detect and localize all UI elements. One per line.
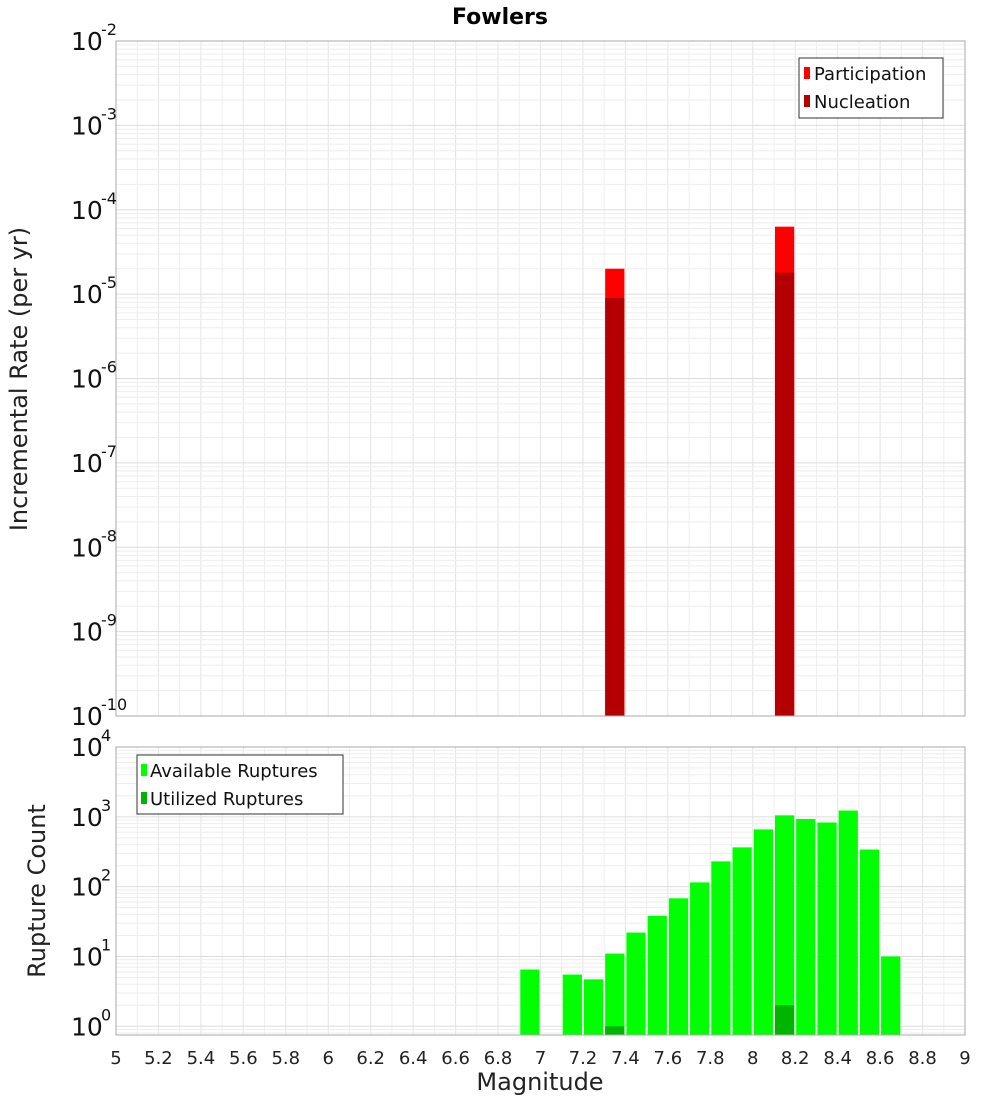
y-tick-label: 10 [71,449,103,478]
bar [690,882,710,1035]
bar [605,953,625,1035]
y-tick-exponent: 4 [101,726,111,745]
x-tick-label: 5.8 [271,1048,300,1069]
y-tick-exponent: -3 [101,104,117,123]
legend-swatch-participation [804,67,810,79]
bar [732,847,752,1035]
top-plot-frame [115,40,966,717]
y-tick-exponent: -8 [101,526,117,545]
bar [605,1026,625,1035]
y-tick-label: 10 [71,533,103,562]
y-tick-exponent: 0 [101,1005,111,1024]
y-tick-label: 10 [71,873,103,902]
bar [668,898,689,1035]
bar [859,849,880,1035]
top-legend-box [798,57,944,119]
x-axis-label: Magnitude [476,1068,603,1096]
bottom-y-axis-label: Rupture Count [23,804,51,978]
bar [583,979,604,1035]
y-tick-exponent: -4 [101,189,117,208]
bar [774,272,795,716]
top-bars [605,226,795,716]
legend-label-utilized: Utilized Ruptures [150,789,303,810]
top-y-axis-label: Incremental Rate (per yr) [5,227,33,531]
bar [711,861,731,1035]
y-tick-exponent: -10 [101,695,127,714]
x-tick-label: 6.2 [356,1048,385,1069]
x-tick-label: 7.6 [654,1048,683,1069]
top-legend: Participation Nucleation [798,57,944,119]
bar [753,829,773,1035]
x-tick-label: 7.8 [696,1048,725,1069]
x-tick-label: 6.8 [484,1048,513,1069]
top-grid [115,41,966,717]
x-tick-label: 6 [323,1048,334,1069]
bottom-plot-frame [115,746,966,1036]
y-tick-label: 10 [71,702,103,731]
y-tick-exponent: -7 [101,442,117,461]
bar [881,956,901,1035]
legend-swatch-available [141,764,147,776]
y-tick-label: 10 [71,111,103,140]
bar [817,822,837,1035]
y-tick-exponent: -6 [101,358,117,377]
bar [626,932,646,1035]
y-tick-exponent: 2 [101,866,111,885]
x-tick-label: 8.4 [823,1048,852,1069]
chart-title: Fowlers [452,5,548,30]
bar [647,915,667,1035]
x-tick-label: 5.6 [229,1048,258,1069]
bar [774,815,795,1035]
x-tick-label: 8 [747,1048,758,1069]
x-tick-label: 8.8 [908,1048,937,1069]
x-tick-label: 8.2 [781,1048,810,1069]
x-tick-label: 7 [535,1048,546,1069]
bar [774,1005,795,1035]
x-tick-label: 6.6 [441,1048,470,1069]
y-tick-label: 10 [71,1012,103,1041]
bar [605,297,625,716]
x-tick-label: 6.4 [399,1048,428,1069]
y-tick-label: 10 [71,942,103,971]
legend-swatch-utilized [141,792,147,804]
bottom-legend: Available Ruptures Utilized Ruptures [136,754,344,815]
legend-label-participation: Participation [814,64,926,85]
bottom-bars [520,810,901,1035]
y-tick-exponent: 3 [101,796,111,815]
y-tick-exponent: -5 [101,273,117,292]
x-tick-label: 5.4 [187,1048,216,1069]
legend-label-available: Available Ruptures [150,761,318,782]
legend-label-nucleation: Nucleation [814,92,910,113]
x-tick-label: 8.6 [866,1048,895,1069]
x-tick-label: 5.2 [144,1048,173,1069]
y-tick-label: 10 [71,618,103,647]
bar [520,969,540,1035]
y-tick-label: 10 [71,196,103,225]
x-tick-label: 7.2 [569,1048,598,1069]
bottom-x-ticks: 5 5.2 5.4 5.6 5.8 6 6.2 6.4 6.6 6.8 7 7.2 7.4 7.6 7.8 8… [110,1048,970,1069]
bar [562,974,582,1035]
y-tick-label: 10 [71,27,103,56]
legend-swatch-nucleation [804,95,810,107]
bar [796,819,816,1035]
y-tick-label: 10 [71,733,103,762]
x-tick-label: 5 [110,1048,121,1069]
y-tick-label: 10 [71,365,103,394]
y-tick-label: 10 [71,803,103,832]
bar [838,810,858,1035]
y-tick-label: 10 [71,280,103,309]
x-tick-label: 9 [959,1048,970,1069]
x-tick-label: 7.4 [611,1048,640,1069]
bottom-legend-box [136,754,344,815]
y-tick-exponent: -9 [101,611,117,630]
y-tick-exponent: 1 [101,935,111,954]
y-tick-exponent: -2 [101,20,117,39]
